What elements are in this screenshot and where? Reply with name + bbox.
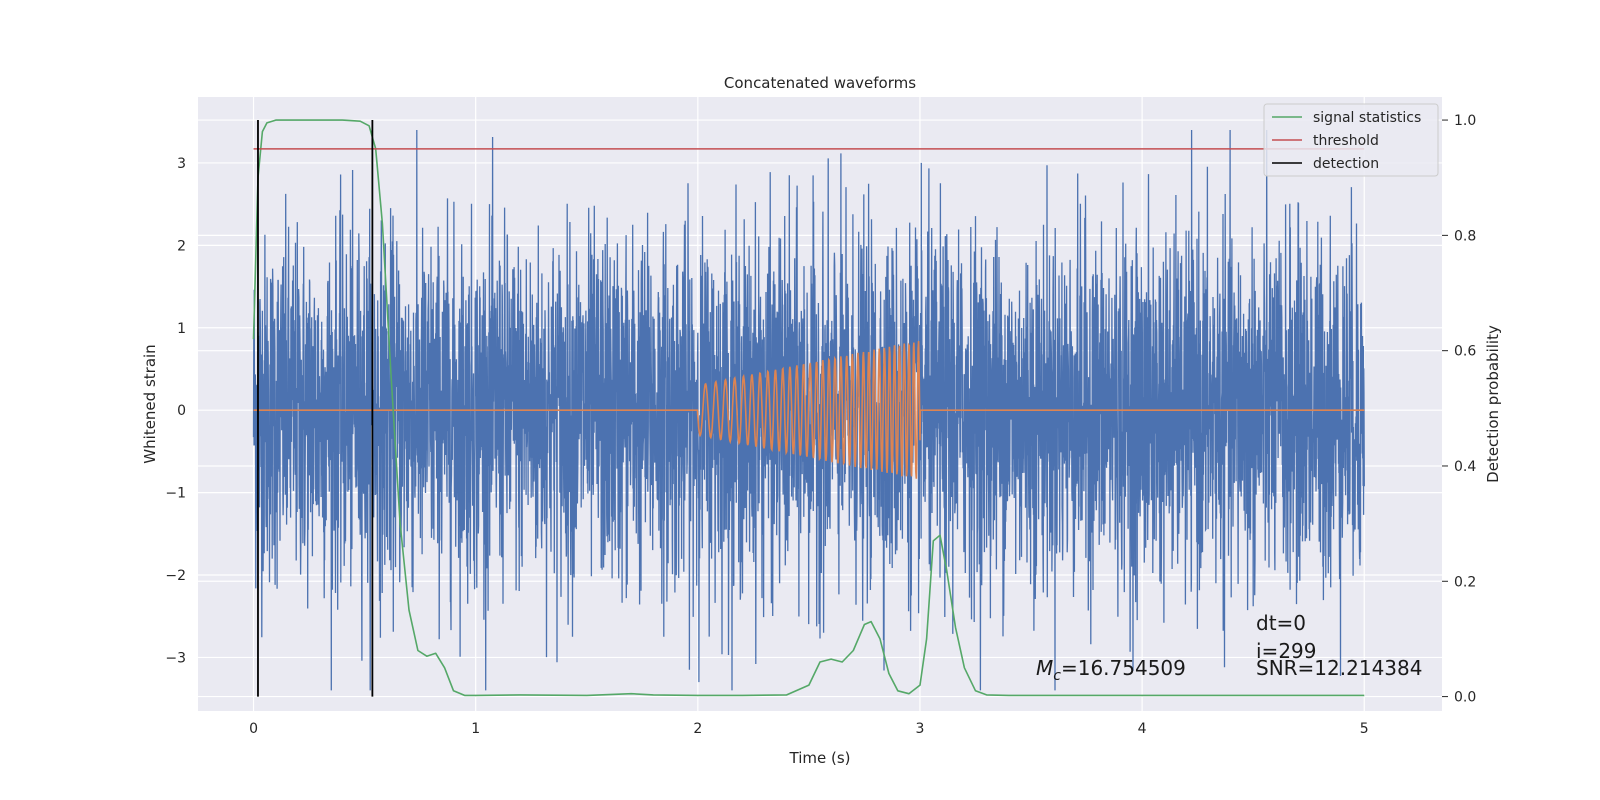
template-chirp-line <box>253 340 1365 479</box>
legend: signal statistics threshold detection <box>1263 103 1439 177</box>
legend-label-threshold: threshold <box>1313 133 1379 149</box>
x-tick-label: 3 <box>916 721 925 737</box>
y-axis-title-right: Detection probability <box>1484 325 1502 483</box>
x-axis-title: Time (s) <box>789 749 851 767</box>
plot-area <box>252 119 1365 697</box>
signal-statistics-line <box>252 119 1365 697</box>
legend-box <box>1263 103 1439 177</box>
y-right-tick-label: 0.0 <box>1454 690 1476 706</box>
y-right-tick-label: 1.0 <box>1454 113 1476 129</box>
x-tick-label: 5 <box>1360 721 1369 737</box>
y-left-tick-label: 2 <box>177 238 186 254</box>
y-axis-title-left: Whitened strain <box>141 344 159 463</box>
dt-annotation: dt=0 <box>1256 611 1306 635</box>
x-tick-label: 2 <box>693 721 702 737</box>
i-annotation: i=299 <box>1256 639 1317 663</box>
y-left-tick-label: −3 <box>165 650 186 666</box>
y-left-tick-label: 3 <box>177 156 186 172</box>
x-tick-label: 4 <box>1138 721 1147 737</box>
y-left-tick-label: −1 <box>165 486 186 502</box>
annotations: Mc=16.754509 dt=0 i=299 SNR=12.214384 <box>1036 611 1422 684</box>
snr-annotation: SNR=12.214384 <box>1256 656 1422 680</box>
y-left-tick-label: 0 <box>177 403 186 419</box>
y-right-tick-label: 0.8 <box>1454 228 1476 244</box>
y-right-tick-label: 0.4 <box>1454 459 1476 475</box>
legend-label-detection: detection <box>1313 156 1379 172</box>
x-tick-label: 1 <box>471 721 480 737</box>
mc-value: =16.754509 <box>1061 656 1186 680</box>
y-right-tick-label: 0.6 <box>1454 344 1476 360</box>
ticks: 0 1 2 3 4 5 −3 −2 −1 0 1 2 3 0.0 0.2 0.4 0.6 0.8 1.0 <box>165 113 1476 737</box>
y-left-tick-label: 1 <box>177 321 186 337</box>
y-left-tick-label: −2 <box>165 568 186 584</box>
x-tick-label: 0 <box>249 721 258 737</box>
chart-title: Concatenated waveforms <box>724 74 916 92</box>
y-right-tick-label: 0.2 <box>1454 574 1476 590</box>
mc-annotation: Mc=16.754509 <box>1036 656 1186 684</box>
legend-label-signal-statistics: signal statistics <box>1313 110 1421 126</box>
